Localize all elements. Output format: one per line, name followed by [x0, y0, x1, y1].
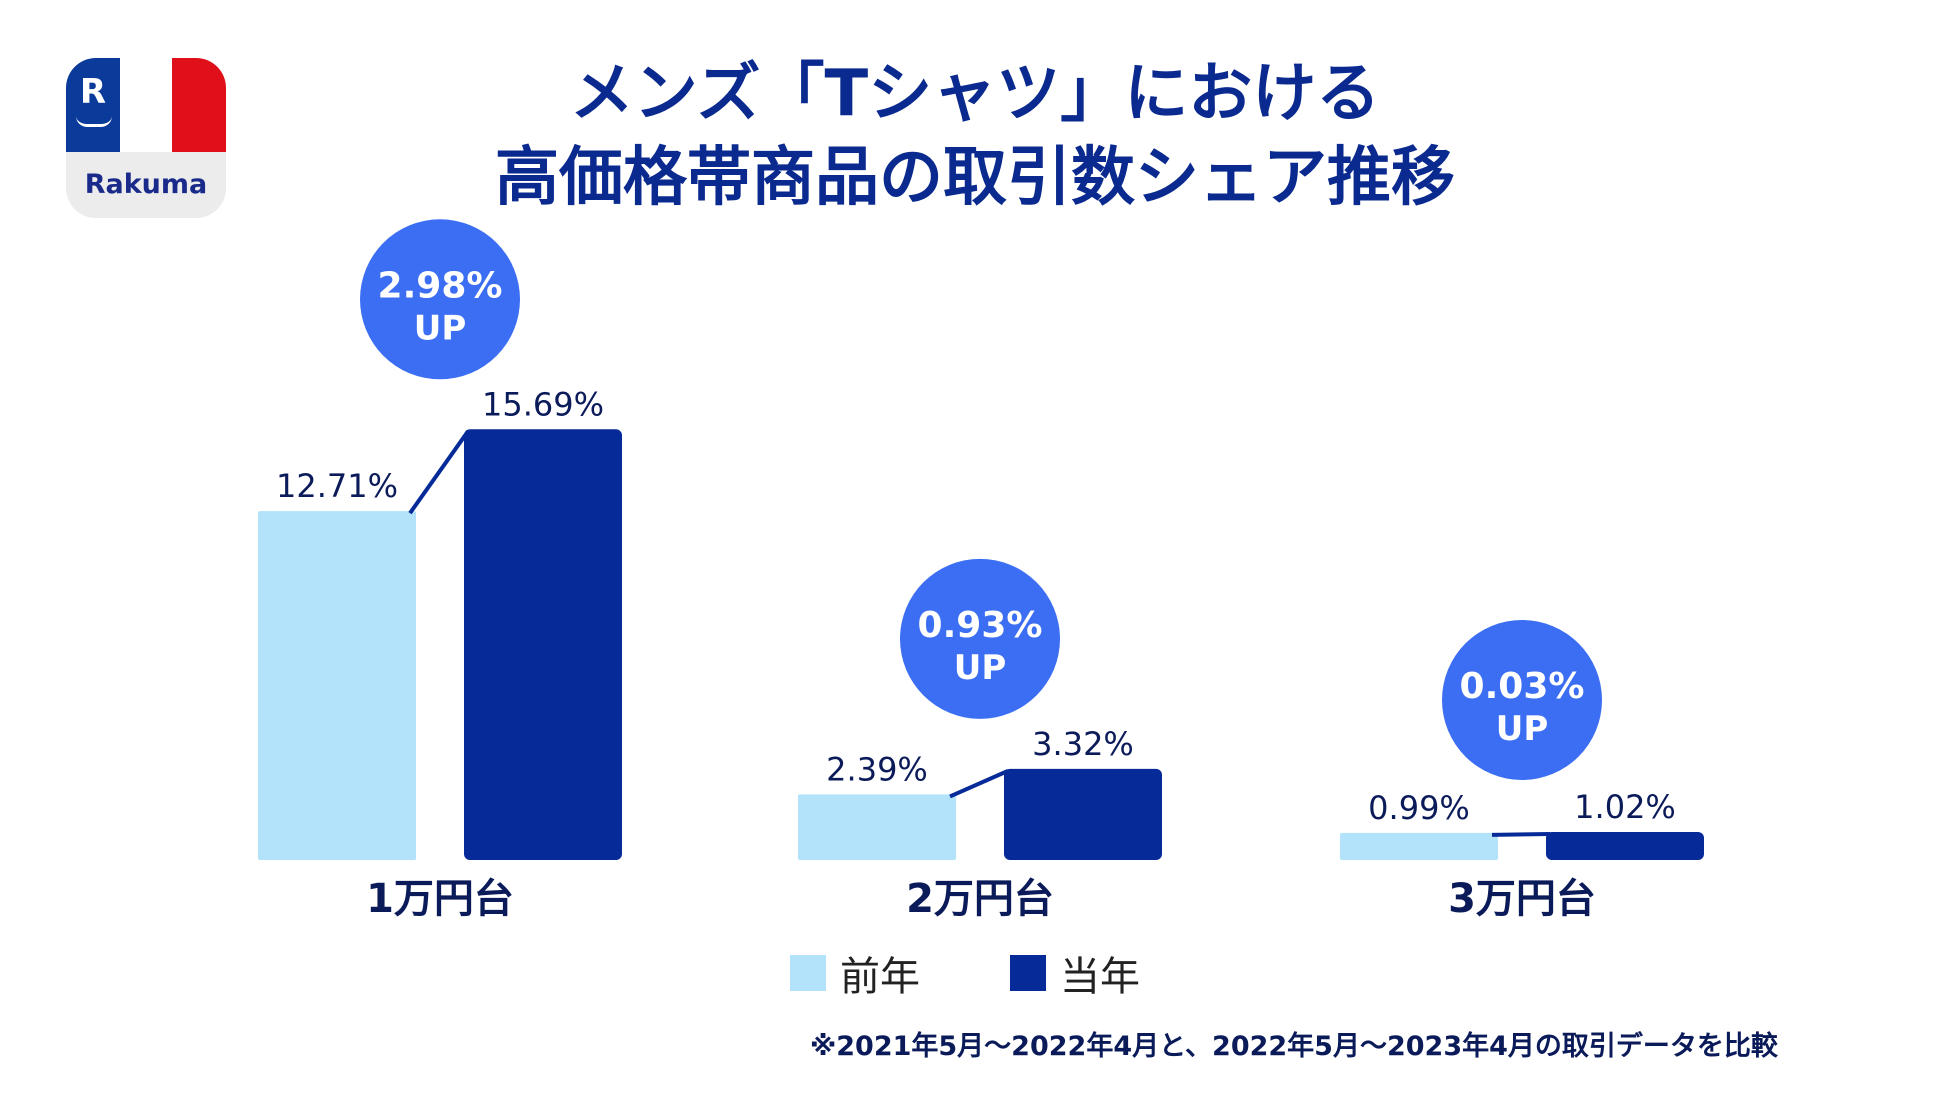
category-label-1: 1万円台	[366, 876, 514, 922]
connector-line-2	[949, 769, 1009, 799]
category-label-2: 2万円台	[906, 876, 1054, 922]
chart-legend: 前年 当年	[790, 948, 1230, 1000]
connector-line-3	[1491, 832, 1551, 837]
up-badge-1	[360, 219, 520, 380]
r-swoosh-icon	[76, 116, 112, 127]
brand-name: Rakuma	[84, 169, 208, 200]
category-label-3: 3万円台	[1448, 876, 1596, 922]
up-badge-sub-2: UP	[954, 648, 1007, 688]
up-badge-sub-3: UP	[1496, 709, 1549, 749]
up-badge-3	[1442, 620, 1602, 780]
legend-item-prev: 前年	[790, 944, 920, 1002]
legend-label-curr: 当年	[1060, 954, 1140, 1000]
bar-prev-2	[798, 794, 956, 860]
bar-curr-3	[1546, 832, 1704, 860]
bar-prev-3	[1340, 832, 1498, 860]
legend-swatch-curr	[1010, 955, 1046, 991]
french-flag-icon	[66, 58, 226, 152]
up-badge-value-3: 0.03%	[1460, 666, 1585, 707]
legend-label-prev: 前年	[840, 954, 920, 1000]
up-badge-sub-1: UP	[414, 308, 467, 348]
connector-line-1	[408, 430, 470, 515]
data-label-prev-3: 0.99%	[1368, 789, 1470, 827]
data-label-curr-2: 3.32%	[1032, 725, 1134, 763]
bar-prev-1	[258, 511, 416, 860]
data-label-prev-2: 2.39%	[826, 750, 928, 788]
title-line-1: メンズ「Tシャツ」における	[569, 57, 1381, 131]
up-badge-value-2: 0.93%	[918, 605, 1043, 646]
title-line-2: 高価格帯商品の取引数シェア推移	[495, 141, 1455, 215]
bar-curr-1	[464, 429, 622, 860]
legend-item-curr: 当年	[1010, 944, 1140, 1002]
page-title: メンズ「Tシャツ」における 高価格帯商品の取引数シェア推移	[300, 52, 1650, 220]
up-badge-value-1: 2.98%	[378, 265, 503, 306]
up-badge-2	[900, 558, 1060, 719]
rakuten-r-icon: R	[79, 72, 107, 112]
legend-swatch-prev	[790, 955, 826, 991]
rakuma-logo: R Rakuma	[66, 58, 226, 218]
data-label-prev-1: 12.71%	[276, 467, 398, 505]
data-label-curr-3: 1.02%	[1574, 788, 1676, 826]
data-label-curr-1: 15.69%	[482, 385, 604, 423]
footnote: ※2021年5月〜2022年4月と、2022年5月〜2023年4月の取引データを…	[810, 1031, 1778, 1062]
bar-curr-2	[1004, 768, 1162, 860]
